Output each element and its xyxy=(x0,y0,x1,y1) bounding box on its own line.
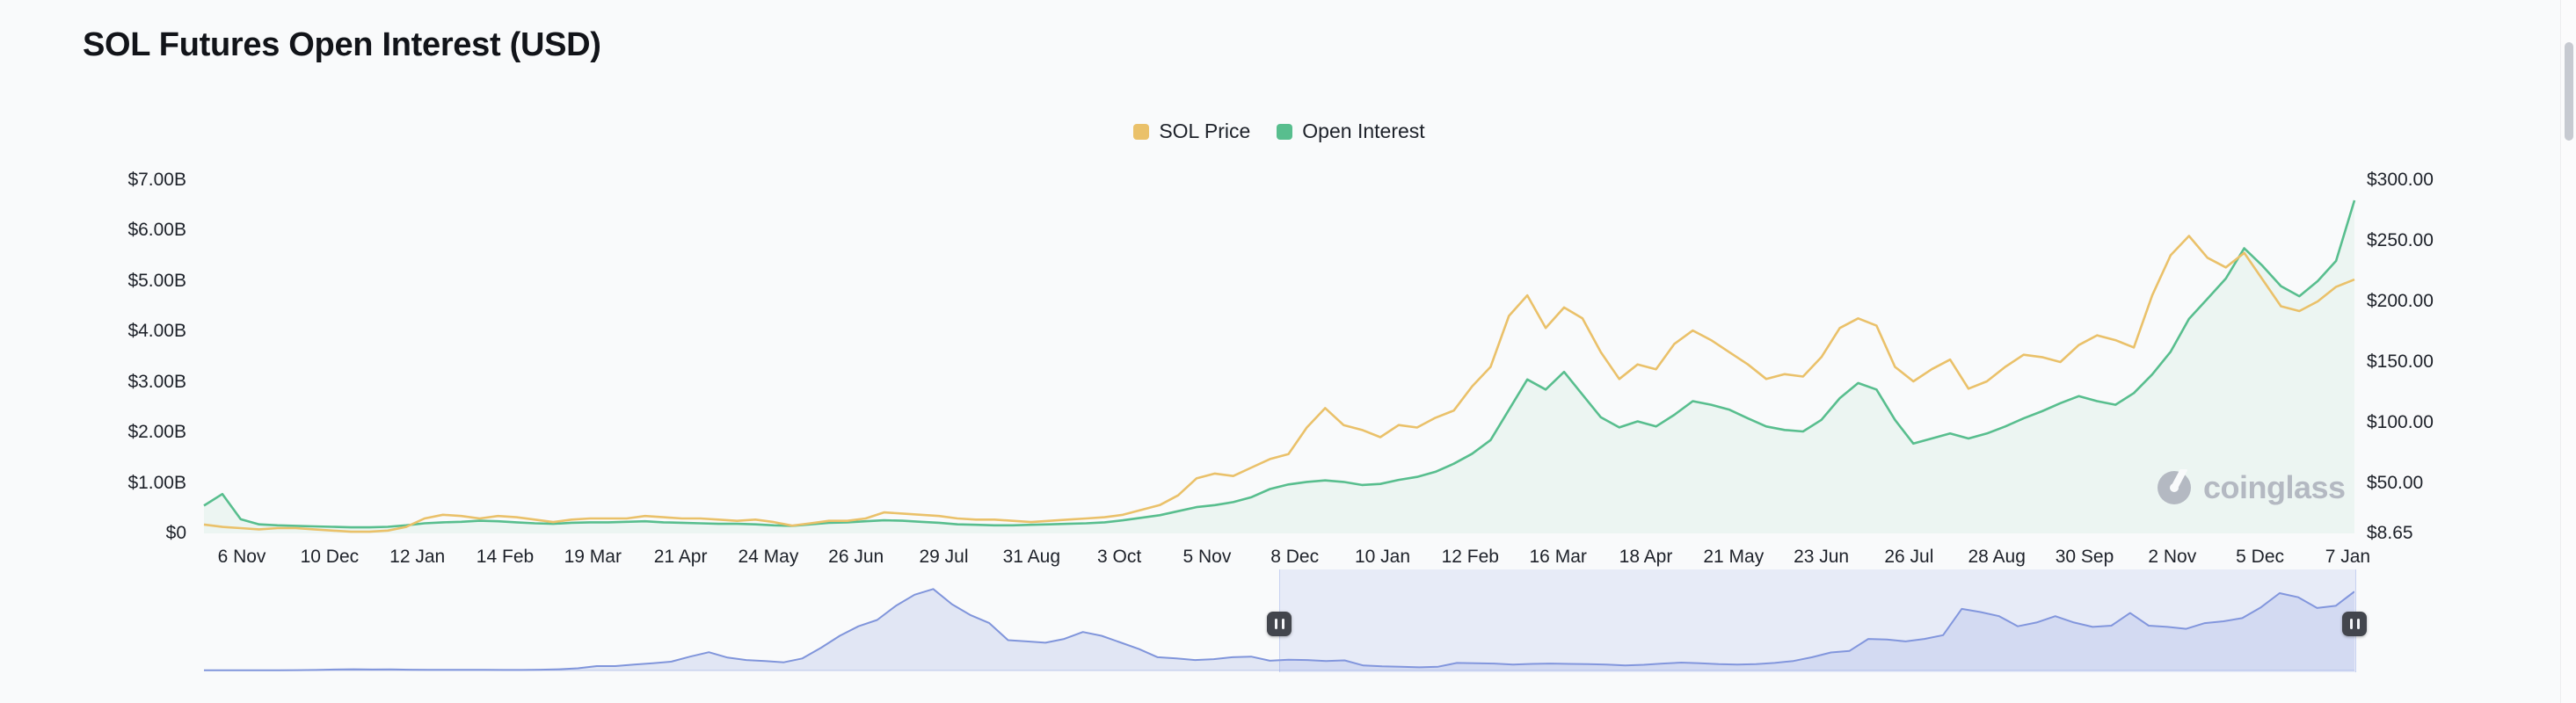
x-axis-tick: 3 Oct xyxy=(1097,547,1142,567)
x-axis-tick: 26 Jun xyxy=(828,547,884,567)
left-y-axis: $7.00B $6.00B $5.00B $4.00B $3.00B $2.00B $1.0… xyxy=(0,170,186,543)
vertical-scrollbar-track[interactable] xyxy=(2560,0,2576,703)
navigator-handle-right[interactable] xyxy=(2342,612,2367,636)
right-y-axis: $300.00 $250.00 $200.00 $150.00 $100.00 $50.0… xyxy=(2367,170,2560,543)
x-axis-tick: 10 Jan xyxy=(1354,547,1411,567)
coinglass-logo-icon xyxy=(2158,469,2191,504)
left-axis-tick: $4.00B xyxy=(127,321,186,342)
x-axis-tick: 30 Sep xyxy=(2055,547,2114,567)
handle-grip-icon xyxy=(2356,619,2360,629)
x-axis-tick: 6 Nov xyxy=(217,547,266,567)
vertical-scrollbar-thumb[interactable] xyxy=(2565,42,2573,141)
open-interest-line xyxy=(203,199,2356,529)
x-axis-tick: 14 Feb xyxy=(476,547,535,567)
x-axis-tick: 28 Aug xyxy=(1968,547,2026,567)
chart-canvas xyxy=(203,199,2356,533)
right-axis-tick: $50.00 xyxy=(2367,472,2424,493)
range-navigator[interactable] xyxy=(204,569,2367,672)
x-axis-tick: 12 Feb xyxy=(1441,547,1499,567)
x-axis-tick: 7 Jan xyxy=(2325,547,2371,567)
right-axis-tick: $300.00 xyxy=(2367,170,2434,190)
x-axis-tick: 31 Aug xyxy=(1002,547,1060,567)
open-interest-swatch-icon xyxy=(1277,123,1293,140)
x-axis-tick: 18 Apr xyxy=(1619,547,1673,567)
main-chart-area[interactable] xyxy=(203,180,2356,533)
x-axis-tick: 26 Jul xyxy=(1884,547,1934,567)
legend-item-sol-price[interactable]: SOL Price xyxy=(1133,120,1250,143)
coinglass-watermark-text: coinglass xyxy=(2203,469,2346,505)
x-axis-tick: 2 Nov xyxy=(2148,547,2197,567)
x-axis-tick: 12 Jan xyxy=(389,547,446,567)
coinglass-watermark: coinglass xyxy=(2156,469,2346,506)
x-axis-tick: 29 Jul xyxy=(919,547,969,567)
navigator-area xyxy=(204,589,2354,670)
handle-grip-icon xyxy=(2349,619,2353,629)
sol-price-line xyxy=(203,235,2355,533)
right-axis-tick: $8.65 xyxy=(2367,523,2413,543)
navigator-selected-range[interactable] xyxy=(1279,569,2356,672)
navigator-line xyxy=(204,588,2354,671)
chart-legend: SOL Price Open Interest xyxy=(204,120,2354,143)
navigator-handle-left[interactable] xyxy=(1267,612,1292,636)
legend-label-open-interest: Open Interest xyxy=(1302,120,1425,142)
right-axis-tick: $100.00 xyxy=(2367,412,2434,432)
navigator-canvas xyxy=(204,588,2354,671)
left-axis-tick: $1.00B xyxy=(127,472,186,493)
x-axis-tick: 21 Apr xyxy=(653,547,708,567)
right-axis-tick: $150.00 xyxy=(2367,352,2434,372)
x-axis-tick: 5 Nov xyxy=(1182,547,1232,567)
handle-grip-icon xyxy=(1281,619,1284,629)
open-interest-area xyxy=(204,200,2354,533)
x-axis-tick: 23 Jun xyxy=(1794,547,1850,567)
left-axis-tick: $5.00B xyxy=(127,270,186,291)
page-title: SOL Futures Open Interest (USD) xyxy=(83,26,601,63)
x-axis-tick: 19 Mar xyxy=(564,547,622,567)
x-axis-tick: 5 Dec xyxy=(2236,547,2285,567)
left-axis-tick: $0 xyxy=(165,523,186,543)
legend-label-sol-price: SOL Price xyxy=(1159,120,1251,142)
x-axis: 6 Nov 10 Dec 12 Jan 14 Feb 19 Mar 21 Apr 24 Ma… xyxy=(204,546,2371,572)
handle-grip-icon xyxy=(1274,619,1277,629)
sol-price-swatch-icon xyxy=(1133,123,1150,140)
x-axis-tick: 10 Dec xyxy=(300,547,360,567)
x-axis-tick: 21 May xyxy=(1703,547,1765,567)
x-axis-tick: 16 Mar xyxy=(1529,547,1587,567)
legend-item-open-interest[interactable]: Open Interest xyxy=(1277,120,1425,143)
left-axis-tick: $3.00B xyxy=(127,371,186,392)
left-axis-tick: $2.00B xyxy=(127,422,186,443)
left-axis-tick: $6.00B xyxy=(127,220,186,241)
x-axis-tick: 24 May xyxy=(738,547,799,567)
right-axis-tick: $250.00 xyxy=(2367,230,2434,250)
x-axis-tick: 8 Dec xyxy=(1270,547,1320,567)
left-axis-tick: $7.00B xyxy=(127,170,186,190)
right-axis-tick: $200.00 xyxy=(2367,291,2434,311)
